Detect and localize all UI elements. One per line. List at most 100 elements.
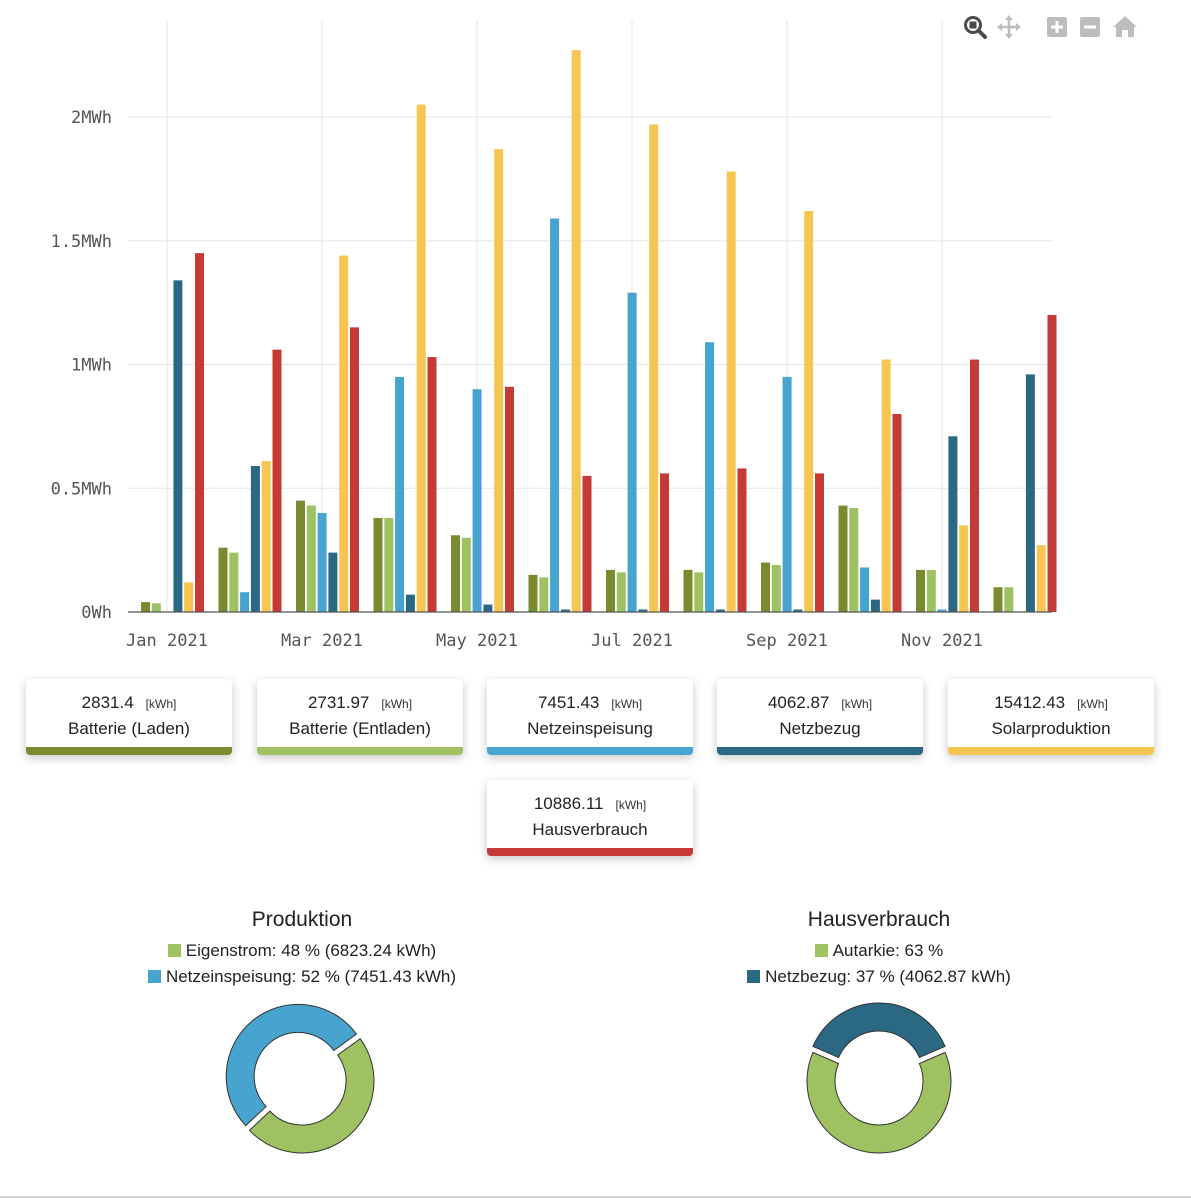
bar[interactable]: Jun 2021 – Solarproduktion (571, 50, 581, 613)
bar[interactable]: May 2021 – Batterie (Entladen) (461, 537, 471, 612)
card-unit: [kWh] (615, 798, 647, 812)
bar[interactable]: Feb 2021 – Solarproduktion (261, 461, 271, 612)
card-color-bar (948, 747, 1154, 755)
bar[interactable]: Mar 2021 – Hausverbrauch (350, 327, 359, 612)
bar[interactable]: Sep 2021 – Netzeinspeisung (782, 376, 792, 612)
donut-slice[interactable]: Eigenstrom: 48 % (6823.24 kWh) (248, 1037, 375, 1154)
bar[interactable]: Feb 2021 – Netzeinspeisung (240, 592, 250, 612)
bar[interactable]: Dec 2021 – Solarproduktion (1036, 545, 1046, 612)
chart-toolbar (960, 14, 1140, 44)
bar[interactable]: Sep 2021 – Hausverbrauch (815, 473, 824, 612)
x-tick-label: Jan 2021 (126, 631, 208, 651)
bar[interactable]: Sep 2021 – Batterie (Laden) (761, 562, 770, 613)
bar[interactable]: Jan 2021 – Hausverbrauch (195, 253, 204, 612)
hausverbrauch-legend-netzbezug[interactable]: Netzbezug: 37 % (4062.87 kWh) (629, 967, 1129, 987)
bar[interactable]: May 2021 – Hausverbrauch (505, 386, 514, 612)
bar[interactable]: Oct 2021 – Hausverbrauch (892, 414, 902, 612)
bar[interactable]: Apr 2021 – Netzeinspeisung (395, 376, 405, 612)
bar[interactable]: Nov 2021 – Netzeinspeisung (937, 609, 947, 612)
produktion-legend-eigenstrom[interactable]: Eigenstrom: 48 % (6823.24 kWh) (52, 941, 552, 961)
bar[interactable]: Jan 2021 – Batterie (Entladen) (151, 603, 161, 612)
bar[interactable]: Jun 2021 – Hausverbrauch (582, 475, 592, 612)
card-value: 4062.87 (767, 693, 830, 712)
bar[interactable]: Apr 2021 – Batterie (Entladen) (384, 517, 394, 612)
bar[interactable]: Oct 2021 – Batterie (Laden) (838, 505, 848, 612)
hausverbrauch-title: Hausverbrauch (807, 908, 951, 931)
bar[interactable]: Nov 2021 – Netzbezug (948, 436, 958, 612)
card-color-bar (26, 747, 232, 755)
bar[interactable]: Aug 2021 – Netzeinspeisung (705, 342, 715, 612)
bar[interactable]: Aug 2021 – Solarproduktion (726, 171, 736, 612)
bar[interactable]: Apr 2021 – Batterie (Laden) (373, 517, 383, 612)
bar[interactable]: Jul 2021 – Batterie (Laden) (606, 569, 615, 612)
card-color-bar (717, 747, 923, 755)
bar[interactable]: Mar 2021 – Netzeinspeisung (317, 513, 327, 612)
bar[interactable]: Sep 2021 – Netzbezug (793, 609, 803, 612)
bar[interactable]: Feb 2021 – Hausverbrauch (272, 349, 282, 612)
bar[interactable]: Aug 2021 – Hausverbrauch (737, 468, 747, 612)
zoom-out-icon[interactable] (1077, 14, 1103, 40)
bar[interactable]: Jan 2021 – Netzbezug (173, 280, 183, 612)
bar[interactable]: Dec 2021 – Batterie (Laden) (993, 587, 1003, 612)
home-icon[interactable] (1112, 14, 1138, 40)
bar[interactable]: Apr 2021 – Solarproduktion (416, 104, 426, 612)
bar[interactable]: Mar 2021 – Solarproduktion (339, 255, 349, 612)
bar[interactable]: Oct 2021 – Solarproduktion (881, 359, 891, 612)
legend-swatch (747, 970, 761, 983)
bar[interactable]: Jul 2021 – Batterie (Entladen) (616, 572, 626, 612)
bar[interactable]: Aug 2021 – Batterie (Laden) (683, 569, 693, 612)
bar[interactable]: Jun 2021 – Netzbezug (560, 609, 570, 612)
bar[interactable]: Sep 2021 – Batterie (Entladen) (771, 564, 781, 612)
bar[interactable]: May 2021 – Solarproduktion (494, 149, 504, 613)
bar[interactable]: Jun 2021 – Batterie (Laden) (528, 574, 538, 612)
pan-icon[interactable] (996, 14, 1022, 40)
bar[interactable]: Nov 2021 – Batterie (Entladen) (926, 569, 936, 612)
bar[interactable]: Feb 2021 – Netzbezug (250, 465, 260, 612)
card-label: Netzbezug (779, 719, 861, 738)
legend-label: Autarkie: 63 % (832, 941, 944, 960)
bar[interactable]: Aug 2021 – Netzbezug (715, 609, 725, 612)
bar[interactable]: Jul 2021 – Solarproduktion (649, 124, 659, 613)
bar[interactable]: Mar 2021 – Batterie (Entladen) (306, 505, 316, 612)
bar[interactable]: Nov 2021 – Solarproduktion (959, 525, 969, 612)
bar[interactable]: Apr 2021 – Hausverbrauch (427, 357, 437, 612)
hausverbrauch-legend-autarkie[interactable]: Autarkie: 63 % (629, 941, 1129, 961)
bar[interactable]: Jul 2021 – Netzbezug (638, 609, 648, 612)
bar[interactable]: Aug 2021 – Batterie (Entladen) (694, 572, 704, 612)
zoom-icon[interactable] (962, 14, 988, 40)
donut-slice[interactable]: Netzbezug: 37 % (4062.87 kWh) (812, 1002, 946, 1059)
bar[interactable]: Apr 2021 – Netzbezug (405, 594, 415, 612)
bar[interactable]: Jul 2021 – Hausverbrauch (660, 473, 669, 612)
bar[interactable]: Nov 2021 – Hausverbrauch (970, 359, 979, 612)
bar[interactable]: Sep 2021 – Solarproduktion (804, 211, 814, 613)
produktion-donut[interactable]: Eigenstrom: 48 % (6823.24 kWh)Netzeinspe… (212, 1001, 392, 1161)
produktion-legend-netzeinspeisung[interactable]: Netzeinspeisung: 52 % (7451.43 kWh) (52, 967, 552, 987)
bar[interactable]: Jun 2021 – Netzeinspeisung (550, 218, 560, 612)
bar[interactable]: Mar 2021 – Netzbezug (328, 552, 338, 612)
bar[interactable]: Dec 2021 – Hausverbrauch (1047, 315, 1057, 612)
bar[interactable]: May 2021 – Batterie (Laden) (451, 535, 460, 612)
card-batterie-laden: 2831.4 [kWh] Batterie (Laden) (26, 679, 232, 755)
bar[interactable]: Dec 2021 – Batterie (Entladen) (1004, 587, 1014, 612)
bar[interactable]: Oct 2021 – Netzeinspeisung (860, 567, 870, 612)
bar[interactable]: Oct 2021 – Netzbezug (870, 599, 880, 612)
monthly-energy-bar-chart[interactable]: 0Wh 0.5MWh 1MWh 1.5MWh 2MWh Jan 2021 – Batter… (0, 0, 1191, 665)
bar[interactable]: May 2021 – Netzeinspeisung (472, 389, 482, 612)
donut-slice[interactable]: Autarkie: 63 % (806, 1051, 952, 1154)
bar[interactable]: May 2021 – Netzbezug (483, 604, 493, 612)
bar[interactable]: Oct 2021 – Batterie (Entladen) (849, 508, 859, 612)
bar[interactable]: Jan 2021 – Solarproduktion (184, 582, 194, 612)
bar[interactable]: Jan 2021 – Batterie (Laden) (141, 602, 150, 612)
bar[interactable]: Dec 2021 – Netzbezug (1025, 374, 1035, 612)
donut-slice[interactable]: Netzeinspeisung: 52 % (7451.43 kWh) (225, 1003, 358, 1127)
y-tick-label: 0.5MWh (51, 479, 112, 499)
bar[interactable]: Jul 2021 – Netzeinspeisung (627, 292, 637, 612)
x-tick-label: Nov 2021 (901, 631, 983, 651)
bar[interactable]: Mar 2021 – Batterie (Laden) (296, 500, 305, 612)
bar[interactable]: Feb 2021 – Batterie (Entladen) (229, 552, 239, 612)
hausverbrauch-donut[interactable]: Autarkie: 63 %Netzbezug: 37 % (4062.87 k… (789, 1001, 969, 1161)
zoom-in-icon[interactable] (1044, 14, 1070, 40)
bar[interactable]: Jun 2021 – Batterie (Entladen) (539, 577, 549, 612)
bar[interactable]: Nov 2021 – Batterie (Laden) (916, 569, 925, 612)
bar[interactable]: Feb 2021 – Batterie (Laden) (218, 547, 228, 612)
